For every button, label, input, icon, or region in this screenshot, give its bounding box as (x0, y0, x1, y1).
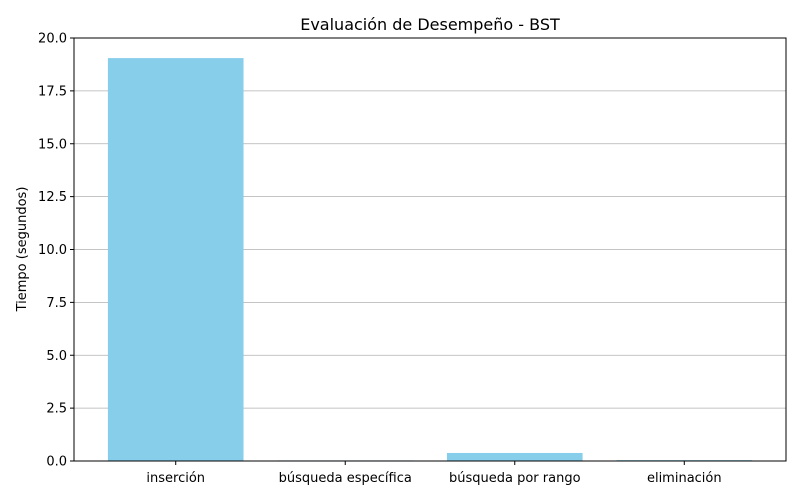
x-axis-ticks: inserción búsqueda específica búsqueda por… (146, 461, 722, 486)
bars (107, 58, 753, 461)
y-tick-label: 7.5 (46, 296, 67, 311)
bar-2 (446, 452, 583, 461)
chart-title: Evaluación de Desempeño - BST (300, 15, 560, 34)
x-tick-label: búsqueda específica (279, 471, 412, 486)
x-tick-label: eliminación (647, 471, 722, 486)
y-tick-label: 0.0 (46, 455, 67, 470)
plot-frame (73, 37, 787, 462)
x-tick-label: búsqueda por rango (449, 471, 581, 486)
y-tick-label: 12.5 (38, 190, 67, 205)
y-tick-label: 10.0 (38, 243, 67, 258)
y-axis-ticks: 0.0 2.5 5.0 7.5 10.0 12.5 15.0 17.5 20.0 (38, 32, 74, 470)
y-tick-label: 17.5 (38, 84, 67, 99)
y-tick-label: 5.0 (46, 349, 67, 364)
y-tick-label: 15.0 (38, 137, 67, 152)
bar-0 (107, 58, 244, 461)
y-tick-label: 20.0 (38, 32, 67, 47)
y-tick-label: 2.5 (46, 402, 67, 417)
x-tick-label: inserción (146, 471, 205, 486)
y-axis-label: Tiempo (segundos) (15, 187, 30, 313)
